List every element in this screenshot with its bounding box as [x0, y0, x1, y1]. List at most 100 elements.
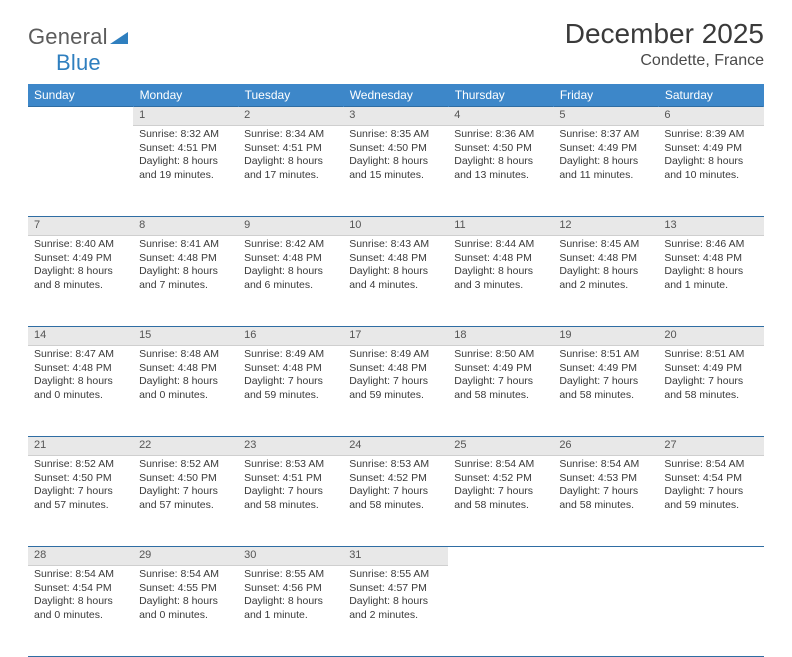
day-content-cell [553, 566, 658, 657]
day-content-cell: Sunrise: 8:43 AMSunset: 4:48 PMDaylight:… [343, 236, 448, 327]
day-content-cell: Sunrise: 8:49 AMSunset: 4:48 PMDaylight:… [238, 346, 343, 437]
day-number-row: 21222324252627 [28, 437, 764, 456]
day-content-cell: Sunrise: 8:51 AMSunset: 4:49 PMDaylight:… [658, 346, 763, 437]
sunrise-line: Sunrise: 8:53 AM [349, 458, 442, 472]
logo-triangle-icon [110, 24, 128, 49]
day-number-cell: 6 [658, 107, 763, 126]
logo-word1: General [28, 24, 108, 49]
sunrise-line: Sunrise: 8:51 AM [559, 348, 652, 362]
day-content-cell: Sunrise: 8:32 AMSunset: 4:51 PMDaylight:… [133, 126, 238, 217]
daylight-line: Daylight: 7 hours and 59 minutes. [664, 485, 757, 512]
sunset-line: Sunset: 4:52 PM [454, 472, 547, 486]
sunset-line: Sunset: 4:50 PM [349, 142, 442, 156]
weekday-header-row: Sunday Monday Tuesday Wednesday Thursday… [28, 84, 764, 107]
day-number-cell: 19 [553, 327, 658, 346]
sunrise-line: Sunrise: 8:48 AM [139, 348, 232, 362]
sunset-line: Sunset: 4:49 PM [559, 142, 652, 156]
day-content-cell: Sunrise: 8:37 AMSunset: 4:49 PMDaylight:… [553, 126, 658, 217]
sunset-line: Sunset: 4:48 PM [244, 252, 337, 266]
weekday-header: Friday [553, 84, 658, 107]
logo-word2: Blue [56, 50, 101, 75]
day-number-cell: 11 [448, 217, 553, 236]
day-content-cell: Sunrise: 8:34 AMSunset: 4:51 PMDaylight:… [238, 126, 343, 217]
sunrise-line: Sunrise: 8:36 AM [454, 128, 547, 142]
day-content-cell: Sunrise: 8:36 AMSunset: 4:50 PMDaylight:… [448, 126, 553, 217]
weekday-header: Sunday [28, 84, 133, 107]
daylight-line: Daylight: 7 hours and 58 minutes. [559, 375, 652, 402]
daylight-line: Daylight: 7 hours and 58 minutes. [559, 485, 652, 512]
sunset-line: Sunset: 4:48 PM [139, 362, 232, 376]
sunrise-line: Sunrise: 8:42 AM [244, 238, 337, 252]
sunrise-line: Sunrise: 8:51 AM [664, 348, 757, 362]
sunrise-line: Sunrise: 8:50 AM [454, 348, 547, 362]
daylight-line: Daylight: 8 hours and 6 minutes. [244, 265, 337, 292]
sunset-line: Sunset: 4:49 PM [664, 142, 757, 156]
sunrise-line: Sunrise: 8:43 AM [349, 238, 442, 252]
sunrise-line: Sunrise: 8:49 AM [244, 348, 337, 362]
sunrise-line: Sunrise: 8:41 AM [139, 238, 232, 252]
daylight-line: Daylight: 8 hours and 1 minute. [664, 265, 757, 292]
day-number-row: 78910111213 [28, 217, 764, 236]
sunrise-line: Sunrise: 8:37 AM [559, 128, 652, 142]
daylight-line: Daylight: 8 hours and 7 minutes. [139, 265, 232, 292]
day-content-cell: Sunrise: 8:54 AMSunset: 4:53 PMDaylight:… [553, 456, 658, 547]
day-number-cell [28, 107, 133, 126]
daylight-line: Daylight: 8 hours and 3 minutes. [454, 265, 547, 292]
day-content-cell: Sunrise: 8:51 AMSunset: 4:49 PMDaylight:… [553, 346, 658, 437]
weekday-header: Thursday [448, 84, 553, 107]
logo-text: General Blue [28, 24, 128, 76]
weekday-header: Wednesday [343, 84, 448, 107]
day-number-cell: 21 [28, 437, 133, 456]
daylight-line: Daylight: 8 hours and 0 minutes. [34, 375, 127, 402]
day-number-cell: 10 [343, 217, 448, 236]
day-content-row: Sunrise: 8:54 AMSunset: 4:54 PMDaylight:… [28, 566, 764, 657]
sunrise-line: Sunrise: 8:46 AM [664, 238, 757, 252]
day-content-cell: Sunrise: 8:40 AMSunset: 4:49 PMDaylight:… [28, 236, 133, 327]
sunrise-line: Sunrise: 8:54 AM [664, 458, 757, 472]
sunset-line: Sunset: 4:48 PM [664, 252, 757, 266]
day-content-cell: Sunrise: 8:52 AMSunset: 4:50 PMDaylight:… [133, 456, 238, 547]
day-number-cell: 17 [343, 327, 448, 346]
day-content-cell: Sunrise: 8:50 AMSunset: 4:49 PMDaylight:… [448, 346, 553, 437]
day-number-cell: 27 [658, 437, 763, 456]
day-content-cell [28, 126, 133, 217]
day-number-cell: 22 [133, 437, 238, 456]
sunset-line: Sunset: 4:55 PM [139, 582, 232, 596]
day-content-cell: Sunrise: 8:39 AMSunset: 4:49 PMDaylight:… [658, 126, 763, 217]
day-content-row: Sunrise: 8:32 AMSunset: 4:51 PMDaylight:… [28, 126, 764, 217]
day-content-cell: Sunrise: 8:52 AMSunset: 4:50 PMDaylight:… [28, 456, 133, 547]
day-content-cell: Sunrise: 8:55 AMSunset: 4:56 PMDaylight:… [238, 566, 343, 657]
sunrise-line: Sunrise: 8:52 AM [34, 458, 127, 472]
weekday-header: Tuesday [238, 84, 343, 107]
day-number-cell: 3 [343, 107, 448, 126]
day-content-cell: Sunrise: 8:35 AMSunset: 4:50 PMDaylight:… [343, 126, 448, 217]
sunrise-line: Sunrise: 8:45 AM [559, 238, 652, 252]
sunrise-line: Sunrise: 8:49 AM [349, 348, 442, 362]
daylight-line: Daylight: 8 hours and 2 minutes. [349, 595, 442, 622]
day-number-cell: 5 [553, 107, 658, 126]
daylight-line: Daylight: 8 hours and 19 minutes. [139, 155, 232, 182]
day-content-cell: Sunrise: 8:41 AMSunset: 4:48 PMDaylight:… [133, 236, 238, 327]
daylight-line: Daylight: 8 hours and 2 minutes. [559, 265, 652, 292]
sunset-line: Sunset: 4:51 PM [244, 472, 337, 486]
sunset-line: Sunset: 4:54 PM [664, 472, 757, 486]
logo: General Blue [28, 18, 128, 76]
day-number-cell: 20 [658, 327, 763, 346]
daylight-line: Daylight: 7 hours and 57 minutes. [139, 485, 232, 512]
daylight-line: Daylight: 8 hours and 0 minutes. [34, 595, 127, 622]
day-content-cell [448, 566, 553, 657]
daylight-line: Daylight: 7 hours and 58 minutes. [454, 485, 547, 512]
day-number-cell: 25 [448, 437, 553, 456]
sunset-line: Sunset: 4:48 PM [349, 362, 442, 376]
day-number-cell [553, 547, 658, 566]
day-number-cell: 14 [28, 327, 133, 346]
day-number-cell: 18 [448, 327, 553, 346]
day-number-cell: 28 [28, 547, 133, 566]
calendar-table: Sunday Monday Tuesday Wednesday Thursday… [28, 84, 764, 657]
day-number-row: 28293031 [28, 547, 764, 566]
sunset-line: Sunset: 4:48 PM [244, 362, 337, 376]
location: Condette, France [565, 52, 764, 70]
day-number-row: 123456 [28, 107, 764, 126]
day-number-cell: 29 [133, 547, 238, 566]
sunset-line: Sunset: 4:49 PM [664, 362, 757, 376]
